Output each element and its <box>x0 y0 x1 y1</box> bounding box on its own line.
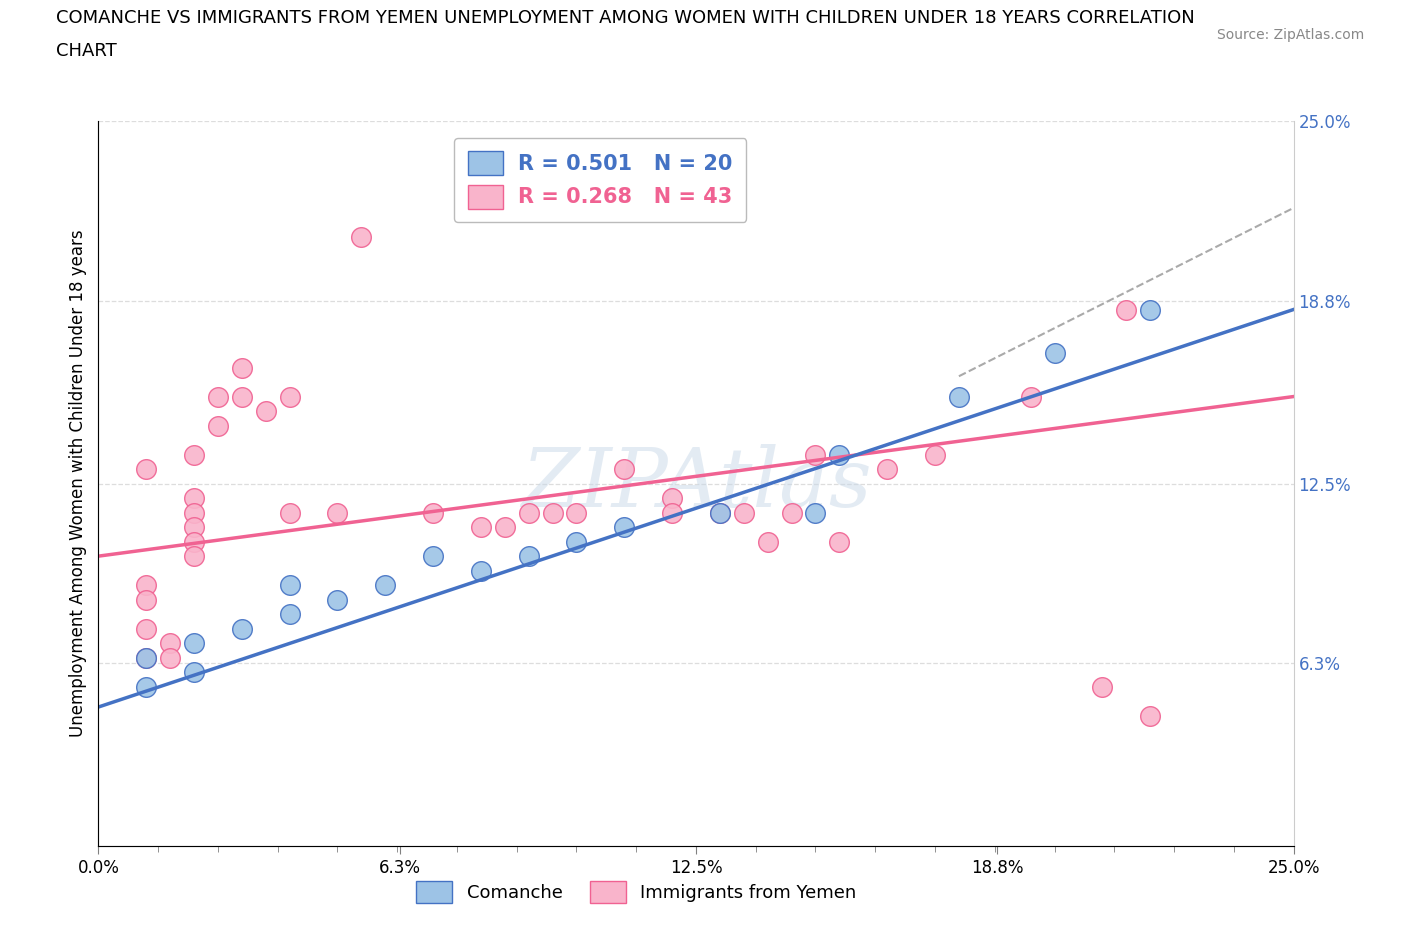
Point <box>135 679 157 694</box>
Point <box>231 389 253 404</box>
Point <box>183 534 205 549</box>
Text: COMANCHE VS IMMIGRANTS FROM YEMEN UNEMPLOYMENT AMONG WOMEN WITH CHILDREN UNDER 1: COMANCHE VS IMMIGRANTS FROM YEMEN UNEMPL… <box>56 9 1195 27</box>
Point <box>135 650 157 665</box>
Point <box>470 564 492 578</box>
Point <box>422 505 444 520</box>
Point <box>541 505 564 520</box>
Point <box>183 505 205 520</box>
Point <box>876 461 898 476</box>
Point <box>613 520 636 535</box>
Point <box>135 621 157 636</box>
Point <box>924 447 946 462</box>
Point <box>183 447 205 462</box>
Point <box>350 230 373 245</box>
Point <box>804 447 827 462</box>
Point <box>470 520 492 535</box>
Text: Source: ZipAtlas.com: Source: ZipAtlas.com <box>1216 28 1364 42</box>
Point <box>159 650 181 665</box>
Point <box>709 505 731 520</box>
Point <box>517 549 540 564</box>
Point <box>756 534 779 549</box>
Point <box>278 389 301 404</box>
Point <box>207 418 229 433</box>
Point <box>135 650 157 665</box>
Point <box>254 404 277 418</box>
Point <box>135 578 157 592</box>
Point <box>326 505 349 520</box>
Point <box>1139 302 1161 317</box>
Text: ZIPAtlas: ZIPAtlas <box>520 444 872 524</box>
Point <box>1043 346 1066 361</box>
Y-axis label: Unemployment Among Women with Children Under 18 years: Unemployment Among Women with Children U… <box>69 230 87 737</box>
Point <box>278 505 301 520</box>
Point <box>804 505 827 520</box>
Point <box>661 491 683 506</box>
Point <box>231 360 253 375</box>
Point <box>828 447 851 462</box>
Point <box>183 636 205 651</box>
Point <box>948 389 970 404</box>
Point <box>278 578 301 592</box>
Point <box>661 505 683 520</box>
Point <box>278 606 301 621</box>
Point <box>709 505 731 520</box>
Legend: Comanche, Immigrants from Yemen: Comanche, Immigrants from Yemen <box>409 873 863 910</box>
Point <box>422 549 444 564</box>
Point <box>1139 709 1161 724</box>
Point <box>1019 389 1042 404</box>
Text: CHART: CHART <box>56 42 117 60</box>
Point <box>183 549 205 564</box>
Point <box>1091 679 1114 694</box>
Point <box>183 520 205 535</box>
Point <box>565 505 588 520</box>
Point <box>135 592 157 607</box>
Point <box>733 505 755 520</box>
Point <box>207 389 229 404</box>
Point <box>517 505 540 520</box>
Point <box>374 578 396 592</box>
Point <box>1115 302 1137 317</box>
Point <box>565 534 588 549</box>
Point <box>183 491 205 506</box>
Point <box>494 520 516 535</box>
Point <box>613 461 636 476</box>
Point <box>183 665 205 680</box>
Point <box>231 621 253 636</box>
Point <box>828 534 851 549</box>
Point <box>780 505 803 520</box>
Point <box>326 592 349 607</box>
Point <box>159 636 181 651</box>
Point <box>135 461 157 476</box>
